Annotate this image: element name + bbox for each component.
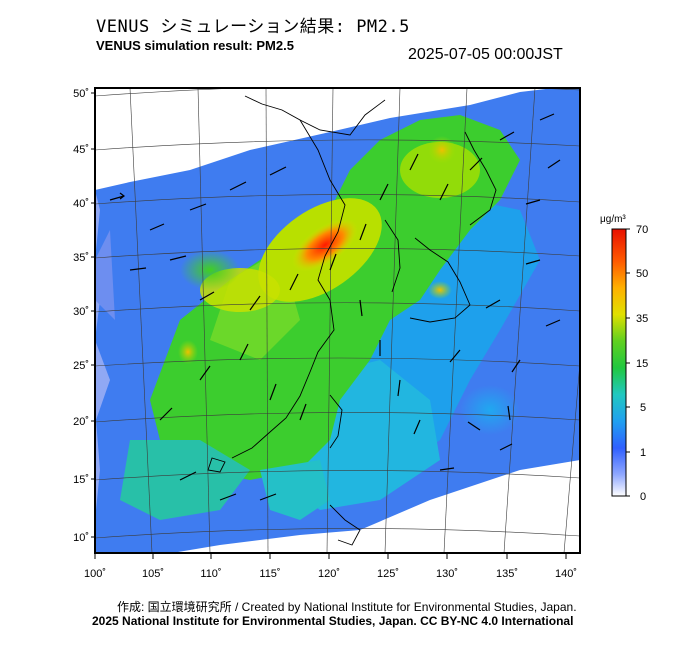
pm25-field [95,88,580,553]
map-figure: 50˚ 45˚ 40˚ 35˚ 30˚ 25˚ 20˚ 15˚ 10˚ 100˚… [73,87,648,580]
colorbar-scale [611,228,627,497]
colorbar-tick: 35 [636,313,648,325]
colorbar-tick: 70 [636,224,648,236]
colorbar: μg/m³ 70 50 35 15 5 1 0 [600,214,648,503]
lon-label: 135˚ [496,568,518,580]
lat-label: 25˚ [73,360,89,372]
license-line: 2025 National Institute for Environmenta… [92,614,574,628]
title-japanese: VENUS シミュレーション結果: PM2.5 [96,17,410,37]
map-frame [94,87,581,554]
lon-label: 120˚ [318,568,340,580]
wind-vectors [109,113,561,501]
lon-label: 140˚ [555,568,577,580]
lat-label: 50˚ [73,88,89,100]
lon-label: 125˚ [377,568,399,580]
lat-label: 10˚ [73,532,89,544]
colorbar-tick: 0 [640,491,646,503]
colorbar-tick: 50 [636,268,648,280]
lat-label: 15˚ [73,474,89,486]
longitude-axis: 100˚ 105˚ 110˚ 115˚ 120˚ 125˚ 130˚ 135˚ … [84,568,577,580]
lon-label: 130˚ [436,568,458,580]
lat-label: 35˚ [73,252,89,264]
lat-label: 45˚ [73,144,89,156]
title-english: VENUS simulation result: PM2.5 [96,38,294,53]
coastlines [207,95,497,546]
lat-label: 40˚ [73,198,89,210]
lon-label: 100˚ [84,568,106,580]
latitude-axis: 50˚ 45˚ 40˚ 35˚ 30˚ 25˚ 20˚ 15˚ 10˚ [73,88,89,544]
longitude-ticks [94,553,567,559]
colorbar-tick: 1 [640,447,646,459]
credit-line: 作成: 国立環境研究所 / Created by National Instit… [117,600,577,614]
forecast-timestamp: 2025-07-05 00:00JST [408,46,563,63]
lat-label: 30˚ [73,306,89,318]
colorbar-tick: 15 [636,358,648,370]
lat-label: 20˚ [73,416,89,428]
latitude-ticks [91,92,95,538]
colorbar-unit: μg/m³ [600,214,626,225]
colorbar-tick: 5 [640,402,646,414]
lon-label: 115˚ [259,568,280,580]
lon-label: 105˚ [142,568,164,580]
lon-label: 110˚ [200,568,221,580]
